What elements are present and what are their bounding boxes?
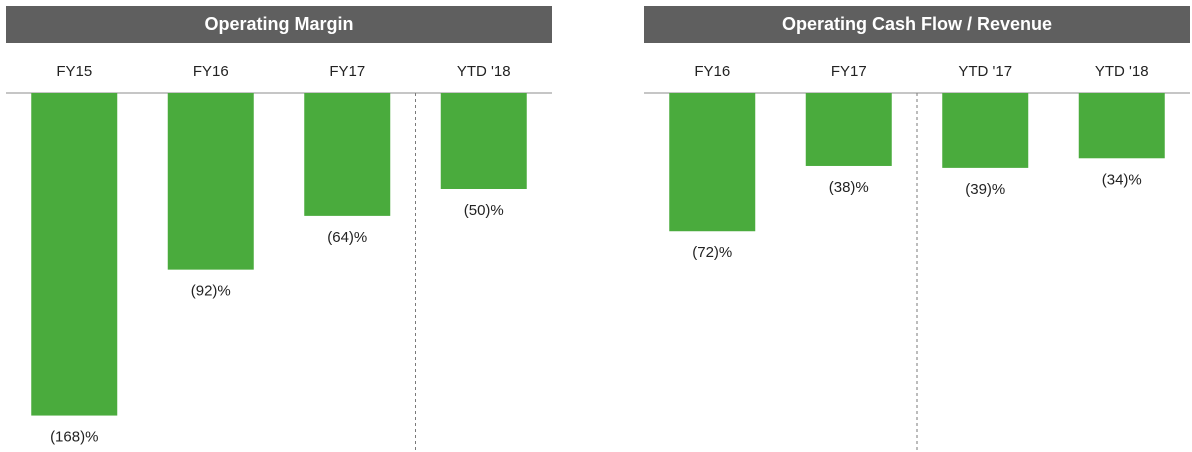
data-label: (50)%: [464, 202, 504, 219]
category-label: FY16: [193, 63, 229, 80]
category-label: FY16: [694, 63, 730, 80]
bar: [805, 93, 892, 166]
operating-margin-chart: FY15 (168)% FY16 (92)% FY17 (64)% YTD '18 (50)%: [6, 63, 552, 452]
category-label: YTD '18: [457, 63, 511, 80]
data-label: (34)%: [1102, 171, 1142, 188]
bar: [942, 93, 1029, 168]
data-label: (64)%: [327, 229, 367, 246]
operating-margin-panel: Operating Margin FY15 (168)% FY16 (92)% FY17…: [6, 0, 552, 452]
category-label: FY17: [329, 63, 365, 80]
category-label: YTD '17: [958, 63, 1012, 80]
data-label: (72)%: [692, 244, 732, 261]
category-label: FY17: [831, 63, 867, 80]
data-label: (39)%: [965, 181, 1005, 198]
bar: [1078, 93, 1165, 159]
bar: [31, 93, 118, 416]
data-label: (92)%: [191, 283, 231, 300]
bar: [167, 93, 254, 270]
panel-title: Operating Cash Flow / Revenue: [644, 6, 1190, 43]
category-label: YTD '18: [1095, 63, 1149, 80]
bar: [304, 93, 391, 216]
panel-title: Operating Margin: [6, 6, 552, 43]
cash-flow-panel: Operating Cash Flow / Revenue FY16 (72)% F…: [644, 0, 1190, 452]
data-label: (38)%: [829, 179, 869, 196]
data-label: (168)%: [50, 429, 98, 446]
bar: [669, 93, 756, 232]
category-label: FY15: [56, 63, 92, 80]
cash-flow-chart: FY16 (72)% FY17 (38)% YTD '17 (39)% YTD '18 (34…: [644, 63, 1190, 452]
bar: [440, 93, 527, 189]
